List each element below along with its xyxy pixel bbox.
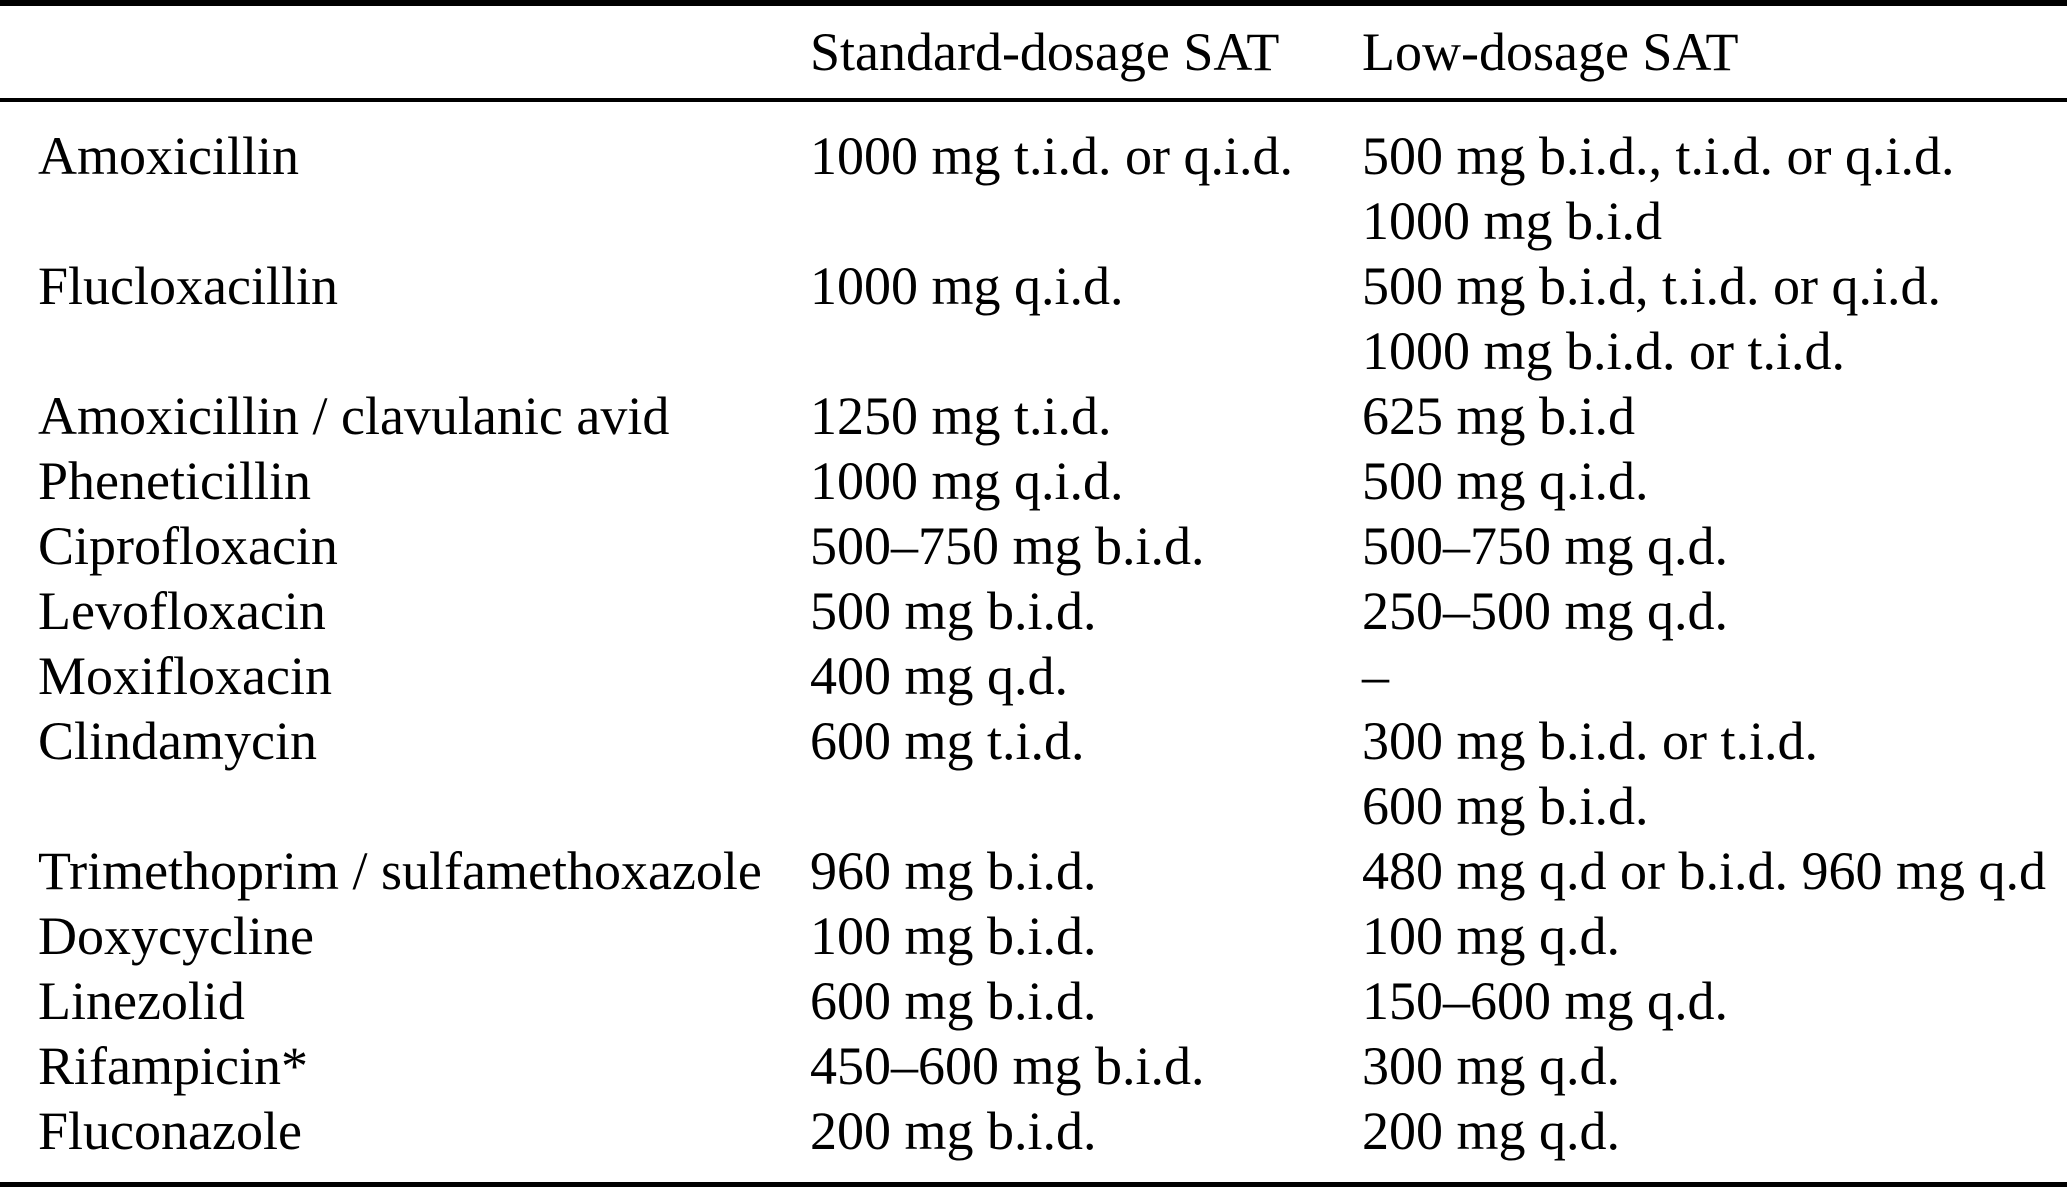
standard-dosage-cell: 1250 mg t.i.d. (810, 386, 1112, 446)
low-dosage-cell: 200 mg q.d. (1362, 1101, 1621, 1161)
standard-dosage-cell: 200 mg b.i.d. (810, 1101, 1097, 1161)
drug-name-cell: Ciprofloxacin (38, 516, 338, 576)
table-body: Amoxicillin 1000 mg t.i.d. or q.i.d. 500… (0, 102, 2067, 1182)
drug-name-cell: Fluconazole (38, 1101, 302, 1161)
standard-dosage-cell: 100 mg b.i.d. (810, 906, 1097, 966)
drug-name-cell: Levofloxacin (38, 581, 326, 641)
low-dosage-cell: 500 mg b.i.d, t.i.d. or q.i.d. 1000 mg b… (1362, 256, 1941, 381)
standard-dosage-cell: 600 mg b.i.d. (810, 971, 1097, 1031)
table-top-rule (0, 0, 2067, 6)
standard-dosage-cell: 960 mg b.i.d. (810, 841, 1097, 901)
drug-name-cell: Trimethoprim / sulfamethoxazole (38, 841, 762, 901)
low-dosage-cell: 500–750 mg q.d. (1362, 516, 1729, 576)
low-dosage-cell: 300 mg q.d. (1362, 1036, 1621, 1096)
standard-dosage-cell: 1000 mg q.i.d. (810, 256, 1124, 316)
low-dosage-cell: 625 mg b.i.d (1362, 386, 1636, 446)
table-header-rule (0, 98, 2067, 102)
column-header-low-dosage: Low-dosage SAT (1362, 22, 1739, 82)
drug-name-cell: Linezolid (38, 971, 245, 1031)
standard-dosage-cell: 500–750 mg b.i.d. (810, 516, 1205, 576)
drug-name-cell: Flucloxacillin (38, 256, 338, 316)
standard-dosage-cell: 400 mg q.d. (810, 646, 1069, 706)
low-dosage-cell: – (1362, 646, 1389, 706)
drug-name-cell: Rifampicin* (38, 1036, 308, 1096)
drug-name-cell: Clindamycin (38, 711, 317, 771)
drug-name-cell: Doxycycline (38, 906, 314, 966)
low-dosage-cell: 150–600 mg q.d. (1362, 971, 1729, 1031)
drug-name-cell: Amoxicillin / clavulanic avid (38, 386, 670, 446)
table-header-row: Standard-dosage SAT Low-dosage SAT (0, 6, 2067, 98)
low-dosage-cell: 250–500 mg q.d. (1362, 581, 1729, 641)
standard-dosage-cell: 600 mg t.i.d. (810, 711, 1085, 771)
low-dosage-cell: 480 mg q.d or b.i.d. 960 mg q.d (1362, 841, 2046, 901)
standard-dosage-cell: 500 mg b.i.d. (810, 581, 1097, 641)
column-header-standard-dosage: Standard-dosage SAT (810, 22, 1280, 82)
low-dosage-cell: 100 mg q.d. (1362, 906, 1621, 966)
drug-name-cell: Amoxicillin (38, 126, 299, 186)
low-dosage-cell: 300 mg b.i.d. or t.i.d. 600 mg b.i.d. (1362, 711, 1818, 836)
standard-dosage-cell: 1000 mg q.i.d. (810, 451, 1124, 511)
drug-name-cell: Moxifloxacin (38, 646, 332, 706)
drug-name-cell: Pheneticillin (38, 451, 311, 511)
standard-dosage-cell: 1000 mg t.i.d. or q.i.d. (810, 126, 1293, 186)
standard-dosage-cell: 450–600 mg b.i.d. (810, 1036, 1205, 1096)
low-dosage-cell: 500 mg b.i.d., t.i.d. or q.i.d. 1000 mg … (1362, 126, 1955, 251)
low-dosage-cell: 500 mg q.i.d. (1362, 451, 1649, 511)
